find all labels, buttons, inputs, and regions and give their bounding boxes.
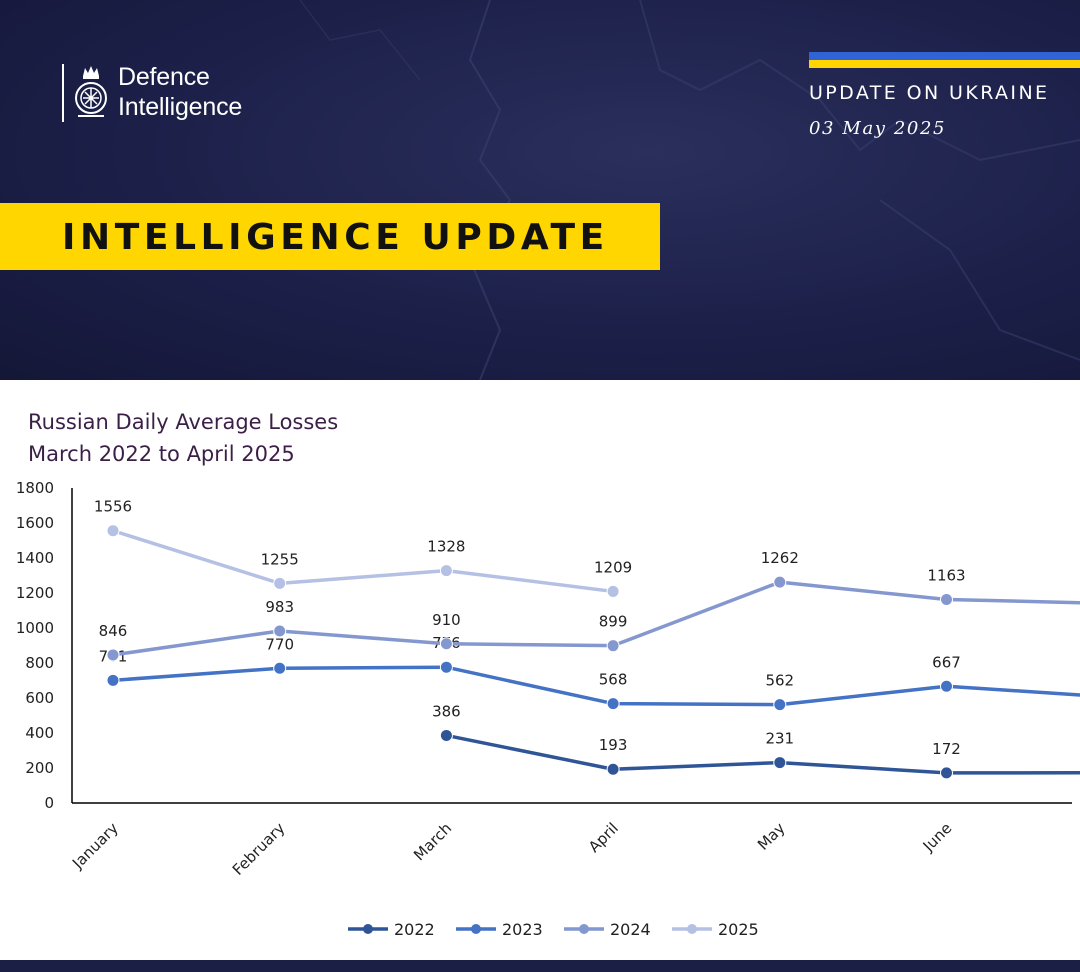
data-point-2022 <box>773 756 787 770</box>
header-banner: Defence Intelligence UPDATE ON UKRAINE 0… <box>0 0 1080 380</box>
data-point-2024 <box>273 624 287 638</box>
legend-label-2025: 2025 <box>718 920 759 939</box>
data-label-2022: 172 <box>932 740 961 758</box>
legend-marker-2025 <box>687 924 697 934</box>
data-point-2025 <box>106 524 120 538</box>
x-tick-label: January <box>68 819 122 873</box>
y-tick-label: 1800 <box>16 479 54 497</box>
chart-title: Russian Daily Average Losses March 2022 … <box>28 406 338 470</box>
update-date: 03 May 2025 <box>809 118 947 139</box>
data-label-2023: 667 <box>932 653 961 671</box>
logo-text-line1: Defence <box>118 63 210 91</box>
y-tick-label: 1400 <box>16 549 54 567</box>
data-point-2023 <box>773 698 787 712</box>
series-line-2022 <box>446 733 1080 775</box>
data-label-2025: 1209 <box>594 558 632 576</box>
data-point-2024 <box>940 592 953 606</box>
logo-text-line2: Intelligence <box>118 93 243 121</box>
banner-text: INTELLIGENCE UPDATE <box>62 217 609 258</box>
series-line-2023 <box>112 665 1080 707</box>
data-label-2024: 910 <box>432 611 461 629</box>
data-point-2023 <box>439 660 453 674</box>
legend-label-2022: 2022 <box>394 920 435 939</box>
y-tick-label: 800 <box>25 654 54 672</box>
flag-yellow-stripe <box>809 60 1080 68</box>
data-point-2025 <box>439 564 453 578</box>
data-point-2025 <box>273 576 287 590</box>
data-label-2024: 1163 <box>927 566 965 584</box>
legend-label-2024: 2024 <box>610 920 651 939</box>
data-point-2023 <box>106 673 120 687</box>
data-point-2023 <box>940 679 953 693</box>
data-label-2023: 568 <box>599 671 628 689</box>
logo-divider <box>62 64 64 122</box>
data-label-2023: 770 <box>265 635 294 653</box>
data-label-2025: 1556 <box>94 498 132 516</box>
data-point-2024 <box>106 648 120 662</box>
data-label-2024: 983 <box>265 598 294 616</box>
y-tick-label: 400 <box>25 724 54 742</box>
y-tick-label: 1000 <box>16 619 54 637</box>
data-point-2023 <box>273 661 287 675</box>
legend-marker-2022 <box>363 924 373 934</box>
data-point-2024 <box>606 639 620 653</box>
legend-marker-2023 <box>471 924 481 934</box>
data-label-2025: 1255 <box>261 550 299 568</box>
update-label: UPDATE ON UKRAINE <box>809 82 1050 104</box>
data-label-2022: 231 <box>765 730 794 748</box>
series-line-2024 <box>112 580 1080 657</box>
data-point-2022 <box>439 728 453 742</box>
data-point-2024 <box>439 637 453 651</box>
x-tick-label: February <box>229 819 289 879</box>
defence-intelligence-logo: Defence Intelligence <box>62 62 282 122</box>
data-label-2022: 193 <box>599 736 628 754</box>
ukraine-flag-stripe <box>809 52 1080 68</box>
intelligence-update-banner: INTELLIGENCE UPDATE <box>0 203 660 270</box>
data-label-2024: 1262 <box>761 549 799 567</box>
x-tick-label: April <box>585 819 622 856</box>
data-point-2023 <box>606 697 620 711</box>
y-tick-label: 200 <box>25 759 54 777</box>
crest-icon <box>75 66 107 117</box>
data-point-2024 <box>773 575 787 589</box>
y-tick-label: 600 <box>25 689 54 707</box>
x-tick-label: June <box>919 819 956 856</box>
flag-blue-stripe <box>809 52 1080 60</box>
line-chart: 0 200 400 600 800 1000 1200 1400 1600 1800 January… <box>16 479 1080 939</box>
series-line-2025 <box>112 529 614 594</box>
data-label-2022: 386 <box>432 702 461 720</box>
legend-label-2023: 2023 <box>502 920 543 939</box>
chart-title-line2: March 2022 to April 2025 <box>28 442 295 466</box>
y-tick-label: 1600 <box>16 514 54 532</box>
footer-strip <box>0 960 1080 972</box>
map-background <box>299 0 1080 380</box>
data-label-2023: 562 <box>765 672 794 690</box>
legend-marker-2024 <box>579 924 589 934</box>
y-tick-label: 0 <box>44 794 54 812</box>
y-tick-label: 1200 <box>16 584 54 602</box>
x-tick-label: March <box>410 819 455 864</box>
data-label-2024: 846 <box>99 622 128 640</box>
data-point-2022 <box>940 766 953 780</box>
x-tick-label: May <box>754 819 789 854</box>
data-label-2024: 899 <box>599 613 628 631</box>
chart-panel: Russian Daily Average Losses March 2022 … <box>0 380 1080 960</box>
chart-title-line1: Russian Daily Average Losses <box>28 410 339 434</box>
data-point-2022 <box>606 762 620 776</box>
data-label-2025: 1328 <box>427 538 465 556</box>
data-point-2025 <box>606 584 620 598</box>
